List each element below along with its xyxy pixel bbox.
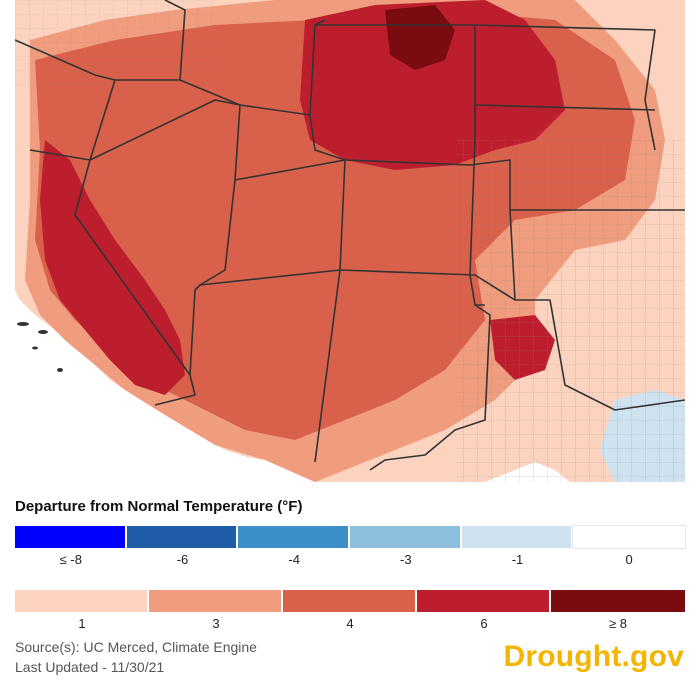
scale-cool-label-1: -6 xyxy=(176,552,189,567)
scale-warm-label-2: 4 xyxy=(346,616,354,631)
map-canvas xyxy=(15,0,685,482)
county-grid-east xyxy=(455,140,685,482)
anomaly-zone-8f xyxy=(385,5,455,70)
scale-cool-swatch-3 xyxy=(349,526,462,548)
drought-gov-logo: Drought.gov xyxy=(503,640,684,673)
anomaly-zone-6f-north xyxy=(300,0,565,170)
warm-color-scale xyxy=(15,590,685,612)
scale-cool-label-4: -1 xyxy=(511,552,524,567)
scale-warm-swatch-1 xyxy=(149,590,283,612)
source-text: Source(s): UC Merced, Climate Engine xyxy=(15,639,257,655)
scale-warm-label-3: 6 xyxy=(480,616,488,631)
state-borders xyxy=(15,0,685,471)
scale-cool-swatch-2 xyxy=(238,526,350,548)
county-grid-northwest xyxy=(15,0,215,90)
scale-warm-swatch-3 xyxy=(417,590,551,612)
legend-title: Departure from Normal Temperature (°F) xyxy=(15,498,303,515)
scale-cool-label-2: -4 xyxy=(288,552,300,567)
scale-warm-label-0: 1 xyxy=(78,616,86,631)
scale-cool-label-0: ≤ -8 xyxy=(59,552,82,567)
scale-cool-swatch-1 xyxy=(126,526,239,548)
last-updated-text: Last Updated - 11/30/21 xyxy=(15,659,165,675)
scale-cool-label-3: -3 xyxy=(400,552,412,567)
scale-warm-swatch-0 xyxy=(15,590,149,612)
scale-cool-swatch-5 xyxy=(572,525,686,549)
scale-warm-swatch-2 xyxy=(283,590,417,612)
cool-color-scale xyxy=(15,525,686,549)
temperature-departure-map xyxy=(15,0,685,482)
scale-warm-swatch-4 xyxy=(551,590,685,612)
scale-cool-label-5: 0 xyxy=(625,552,633,567)
scale-warm-label-4: ≥ 8 xyxy=(609,616,627,631)
scale-cool-swatch-4 xyxy=(461,526,574,548)
scale-warm-label-1: 3 xyxy=(212,616,220,631)
channel-islands xyxy=(17,322,63,372)
scale-cool-swatch-0 xyxy=(15,526,127,548)
